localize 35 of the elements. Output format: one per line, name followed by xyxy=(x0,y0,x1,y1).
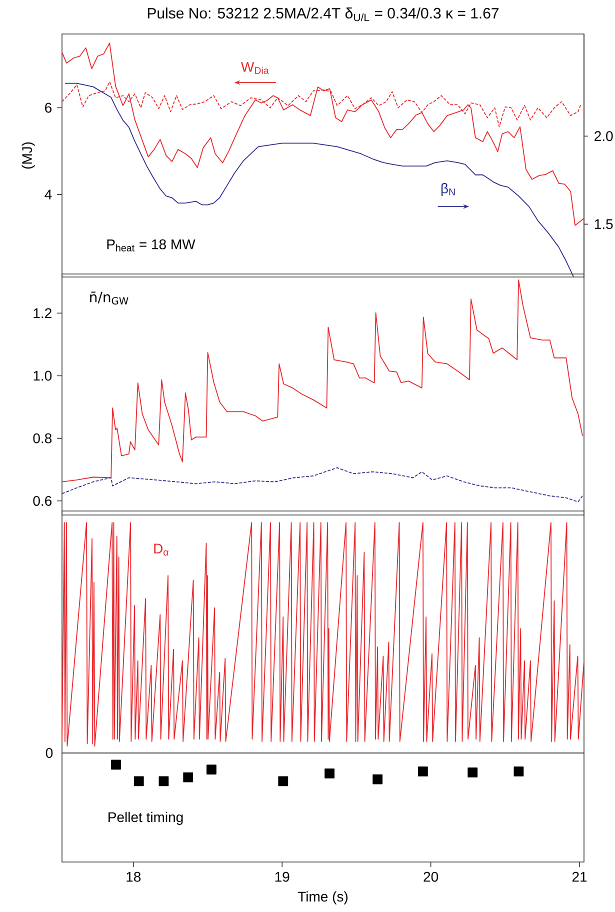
series-label: β$_{N}$ xyxy=(441,182,455,196)
line-series xyxy=(62,42,584,226)
point xyxy=(183,772,194,782)
point xyxy=(324,768,334,778)
point xyxy=(278,776,288,786)
point xyxy=(111,760,121,770)
text: 0 xyxy=(46,748,53,758)
point xyxy=(514,766,524,776)
annotation: P$_{heat}$ = 18 MW xyxy=(107,239,196,252)
y-tick-label: 1.0 xyxy=(34,370,52,381)
chart-title: Pulse No: 53212 2.5MA/2.4T δ$_{U/L}$ = 0.34/0.3 κ = 1.67 xyxy=(148,8,499,22)
x-tick-label: 19 xyxy=(275,872,290,882)
y-axis-title: (MJ) xyxy=(22,142,35,169)
point xyxy=(418,766,428,776)
y-tick-label: 0.6 xyxy=(33,496,52,506)
y-tick-label: 0.8 xyxy=(33,433,52,444)
point xyxy=(158,776,169,786)
point xyxy=(134,776,144,786)
series-label: W$_{Dia}$ xyxy=(240,62,269,74)
y-tick-label: 6 xyxy=(45,102,52,113)
point xyxy=(468,768,478,778)
point xyxy=(372,774,383,784)
line-series xyxy=(62,280,583,482)
series-label: D$_{α}$ xyxy=(154,544,169,556)
x-tick-label: 18 xyxy=(126,872,141,882)
x-axis-title: Time (s) xyxy=(298,891,348,904)
y-tick-label: 4 xyxy=(44,190,52,200)
annotation: Pellet timing xyxy=(108,812,183,825)
x-tick-label: 21 xyxy=(572,872,587,882)
y2-tick-label: 1.5 xyxy=(594,219,613,230)
annotation: n̄/n$_{GW}$ xyxy=(90,292,128,305)
y-tick-label: 1.2 xyxy=(34,308,52,318)
point xyxy=(206,764,216,774)
x-tick-label: 20 xyxy=(424,872,438,882)
y2-tick-label: 2.0 xyxy=(594,131,613,142)
